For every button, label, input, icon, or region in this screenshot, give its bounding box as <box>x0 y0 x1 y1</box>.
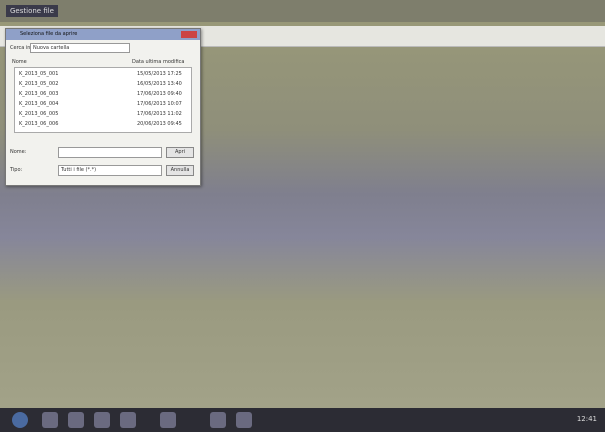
file-row[interactable]: K_2013_06_004 17/06/2013 10:07 <box>19 101 189 110</box>
app-title: Gestione file <box>6 5 58 17</box>
start-button[interactable] <box>12 412 28 428</box>
title-bar: Gestione file <box>0 0 605 22</box>
file-name: K_2013_05_001 <box>19 71 59 77</box>
type-combo[interactable]: Tutti i file (*.*) <box>58 165 162 176</box>
file-row[interactable]: K_2013_05_001 15/05/2013 17:25 <box>19 71 189 80</box>
taskbar-icon[interactable] <box>42 412 58 428</box>
taskbar-icon[interactable] <box>160 412 176 428</box>
taskbar-icon[interactable] <box>236 412 252 428</box>
dialog-title: Seleziona file da aprire <box>6 29 200 40</box>
taskbar-icon[interactable] <box>68 412 84 428</box>
cancel-button[interactable]: Annulla <box>166 165 194 176</box>
file-name: K_2013_06_003 <box>19 91 59 97</box>
file-row[interactable]: K_2013_05_002 16/05/2013 13:40 <box>19 81 189 90</box>
file-date: 20/06/2013 09:45 <box>137 121 182 127</box>
file-name: K_2013_06_005 <box>19 111 59 117</box>
name-field[interactable] <box>58 147 162 158</box>
open-dialog: Seleziona file da aprire Cerca in: Nuova… <box>5 28 201 186</box>
look-in-combo[interactable]: Nuova cartella <box>30 43 130 53</box>
type-label: Tipo: <box>10 167 23 173</box>
name-label: Nome: <box>10 149 27 155</box>
file-date: 17/06/2013 11:02 <box>137 111 182 117</box>
close-button[interactable] <box>181 31 197 38</box>
file-name: K_2013_06_004 <box>19 101 59 107</box>
file-row[interactable]: K_2013_06_006 20/06/2013 09:45 <box>19 121 189 130</box>
file-date: 17/06/2013 10:07 <box>137 101 182 107</box>
column-name: Nome <box>12 59 27 65</box>
column-date: Data ultima modifica <box>132 59 185 65</box>
file-row[interactable]: K_2013_06_005 17/06/2013 11:02 <box>19 111 189 120</box>
file-date: 15/05/2013 17:25 <box>137 71 182 77</box>
open-button[interactable]: Apri <box>166 147 194 158</box>
file-date: 16/05/2013 13:40 <box>137 81 182 87</box>
file-name: K_2013_05_002 <box>19 81 59 87</box>
file-date: 17/06/2013 09:40 <box>137 91 182 97</box>
taskbar-icon[interactable] <box>120 412 136 428</box>
file-list: K_2013_05_001 15/05/2013 17:25 K_2013_05_0… <box>14 67 192 133</box>
file-row[interactable]: K_2013_06_003 17/06/2013 09:40 <box>19 91 189 100</box>
taskbar: 12:41 <box>0 408 605 432</box>
taskbar-icon[interactable] <box>210 412 226 428</box>
clock: 12:41 <box>576 415 597 423</box>
look-in-label: Cerca in: <box>10 45 33 51</box>
file-name: K_2013_06_006 <box>19 121 59 127</box>
taskbar-icon[interactable] <box>94 412 110 428</box>
